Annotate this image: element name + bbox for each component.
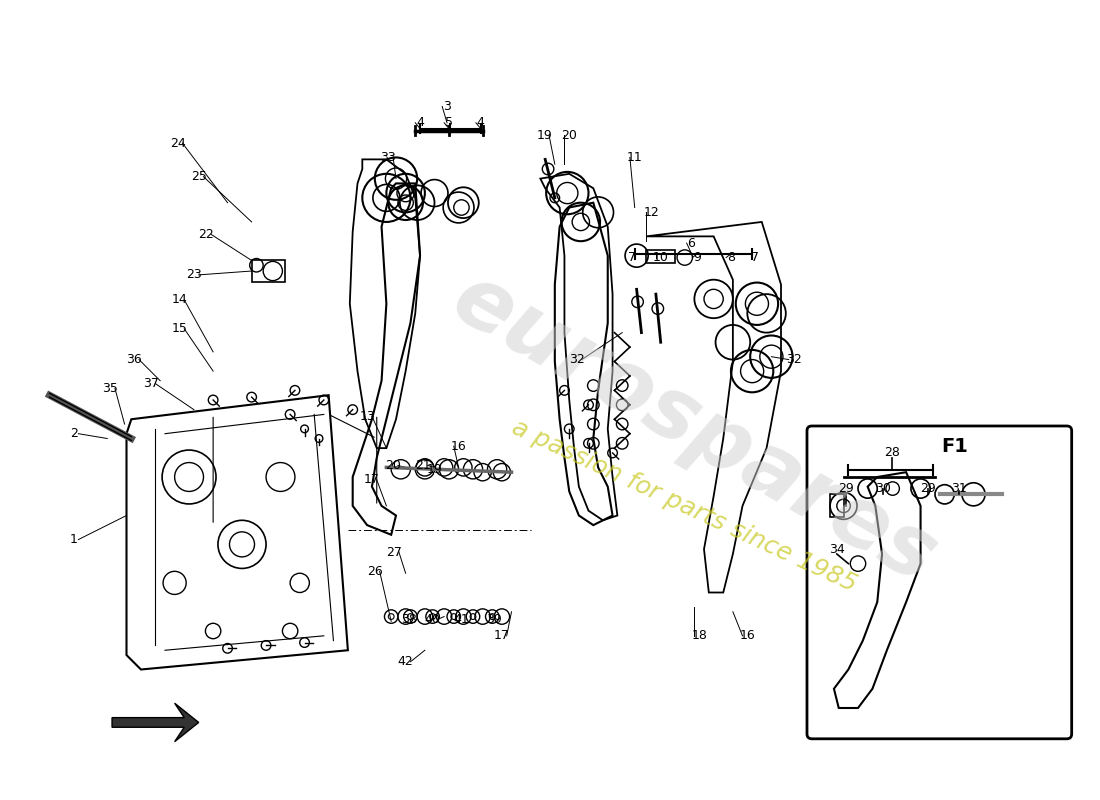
- Text: 14: 14: [172, 294, 187, 306]
- Text: 15: 15: [172, 322, 187, 335]
- Text: 19: 19: [537, 129, 552, 142]
- Text: 4: 4: [416, 116, 424, 130]
- Text: 31: 31: [952, 482, 967, 495]
- Bar: [252, 261, 285, 282]
- Text: 25: 25: [190, 170, 207, 183]
- Text: 11: 11: [627, 151, 642, 164]
- Text: 19: 19: [427, 462, 442, 476]
- Text: 30: 30: [876, 482, 891, 495]
- Text: 39: 39: [486, 613, 502, 626]
- Text: 1: 1: [69, 533, 77, 546]
- Text: 8: 8: [727, 251, 735, 264]
- Polygon shape: [112, 703, 199, 742]
- Text: 17: 17: [494, 630, 509, 642]
- Text: 16: 16: [739, 630, 756, 642]
- Text: 26: 26: [367, 565, 383, 578]
- Text: 4: 4: [476, 116, 485, 130]
- Text: 22: 22: [198, 228, 214, 241]
- Text: 33: 33: [381, 151, 396, 164]
- Text: 20: 20: [385, 459, 402, 472]
- Text: 34: 34: [829, 542, 845, 556]
- Text: 18: 18: [691, 630, 707, 642]
- FancyBboxPatch shape: [807, 426, 1071, 739]
- Text: 41: 41: [453, 613, 470, 626]
- Text: 5: 5: [444, 116, 453, 130]
- Text: 7: 7: [751, 251, 759, 264]
- Text: 3: 3: [443, 100, 451, 113]
- Text: 29: 29: [921, 482, 936, 495]
- Text: a passion for parts since 1985: a passion for parts since 1985: [508, 415, 861, 597]
- Text: 35: 35: [102, 382, 118, 395]
- Text: 12: 12: [644, 206, 659, 219]
- Text: 40: 40: [425, 613, 440, 626]
- Text: 36: 36: [126, 353, 142, 366]
- Text: 9: 9: [693, 251, 701, 264]
- Text: F1: F1: [940, 437, 968, 456]
- Text: 32: 32: [569, 353, 585, 366]
- Text: 21: 21: [415, 459, 431, 472]
- Text: 17: 17: [364, 474, 380, 486]
- Text: 23: 23: [186, 268, 201, 282]
- Text: 7: 7: [628, 251, 636, 264]
- Text: 10: 10: [652, 251, 669, 264]
- Text: 38: 38: [402, 613, 417, 626]
- Bar: [830, 494, 844, 518]
- Text: 24: 24: [169, 137, 186, 150]
- Text: 27: 27: [386, 546, 402, 558]
- Text: 28: 28: [883, 446, 900, 459]
- Text: 6: 6: [688, 237, 695, 250]
- Text: 32: 32: [785, 353, 802, 366]
- Text: 42: 42: [398, 655, 414, 668]
- Text: 2: 2: [69, 427, 77, 440]
- Text: 20: 20: [561, 129, 578, 142]
- Text: 16: 16: [451, 440, 466, 453]
- Text: 37: 37: [143, 377, 158, 390]
- Bar: [647, 250, 675, 263]
- Text: 13: 13: [360, 410, 375, 423]
- Text: 29: 29: [838, 482, 855, 495]
- Text: eurospares: eurospares: [438, 257, 950, 601]
